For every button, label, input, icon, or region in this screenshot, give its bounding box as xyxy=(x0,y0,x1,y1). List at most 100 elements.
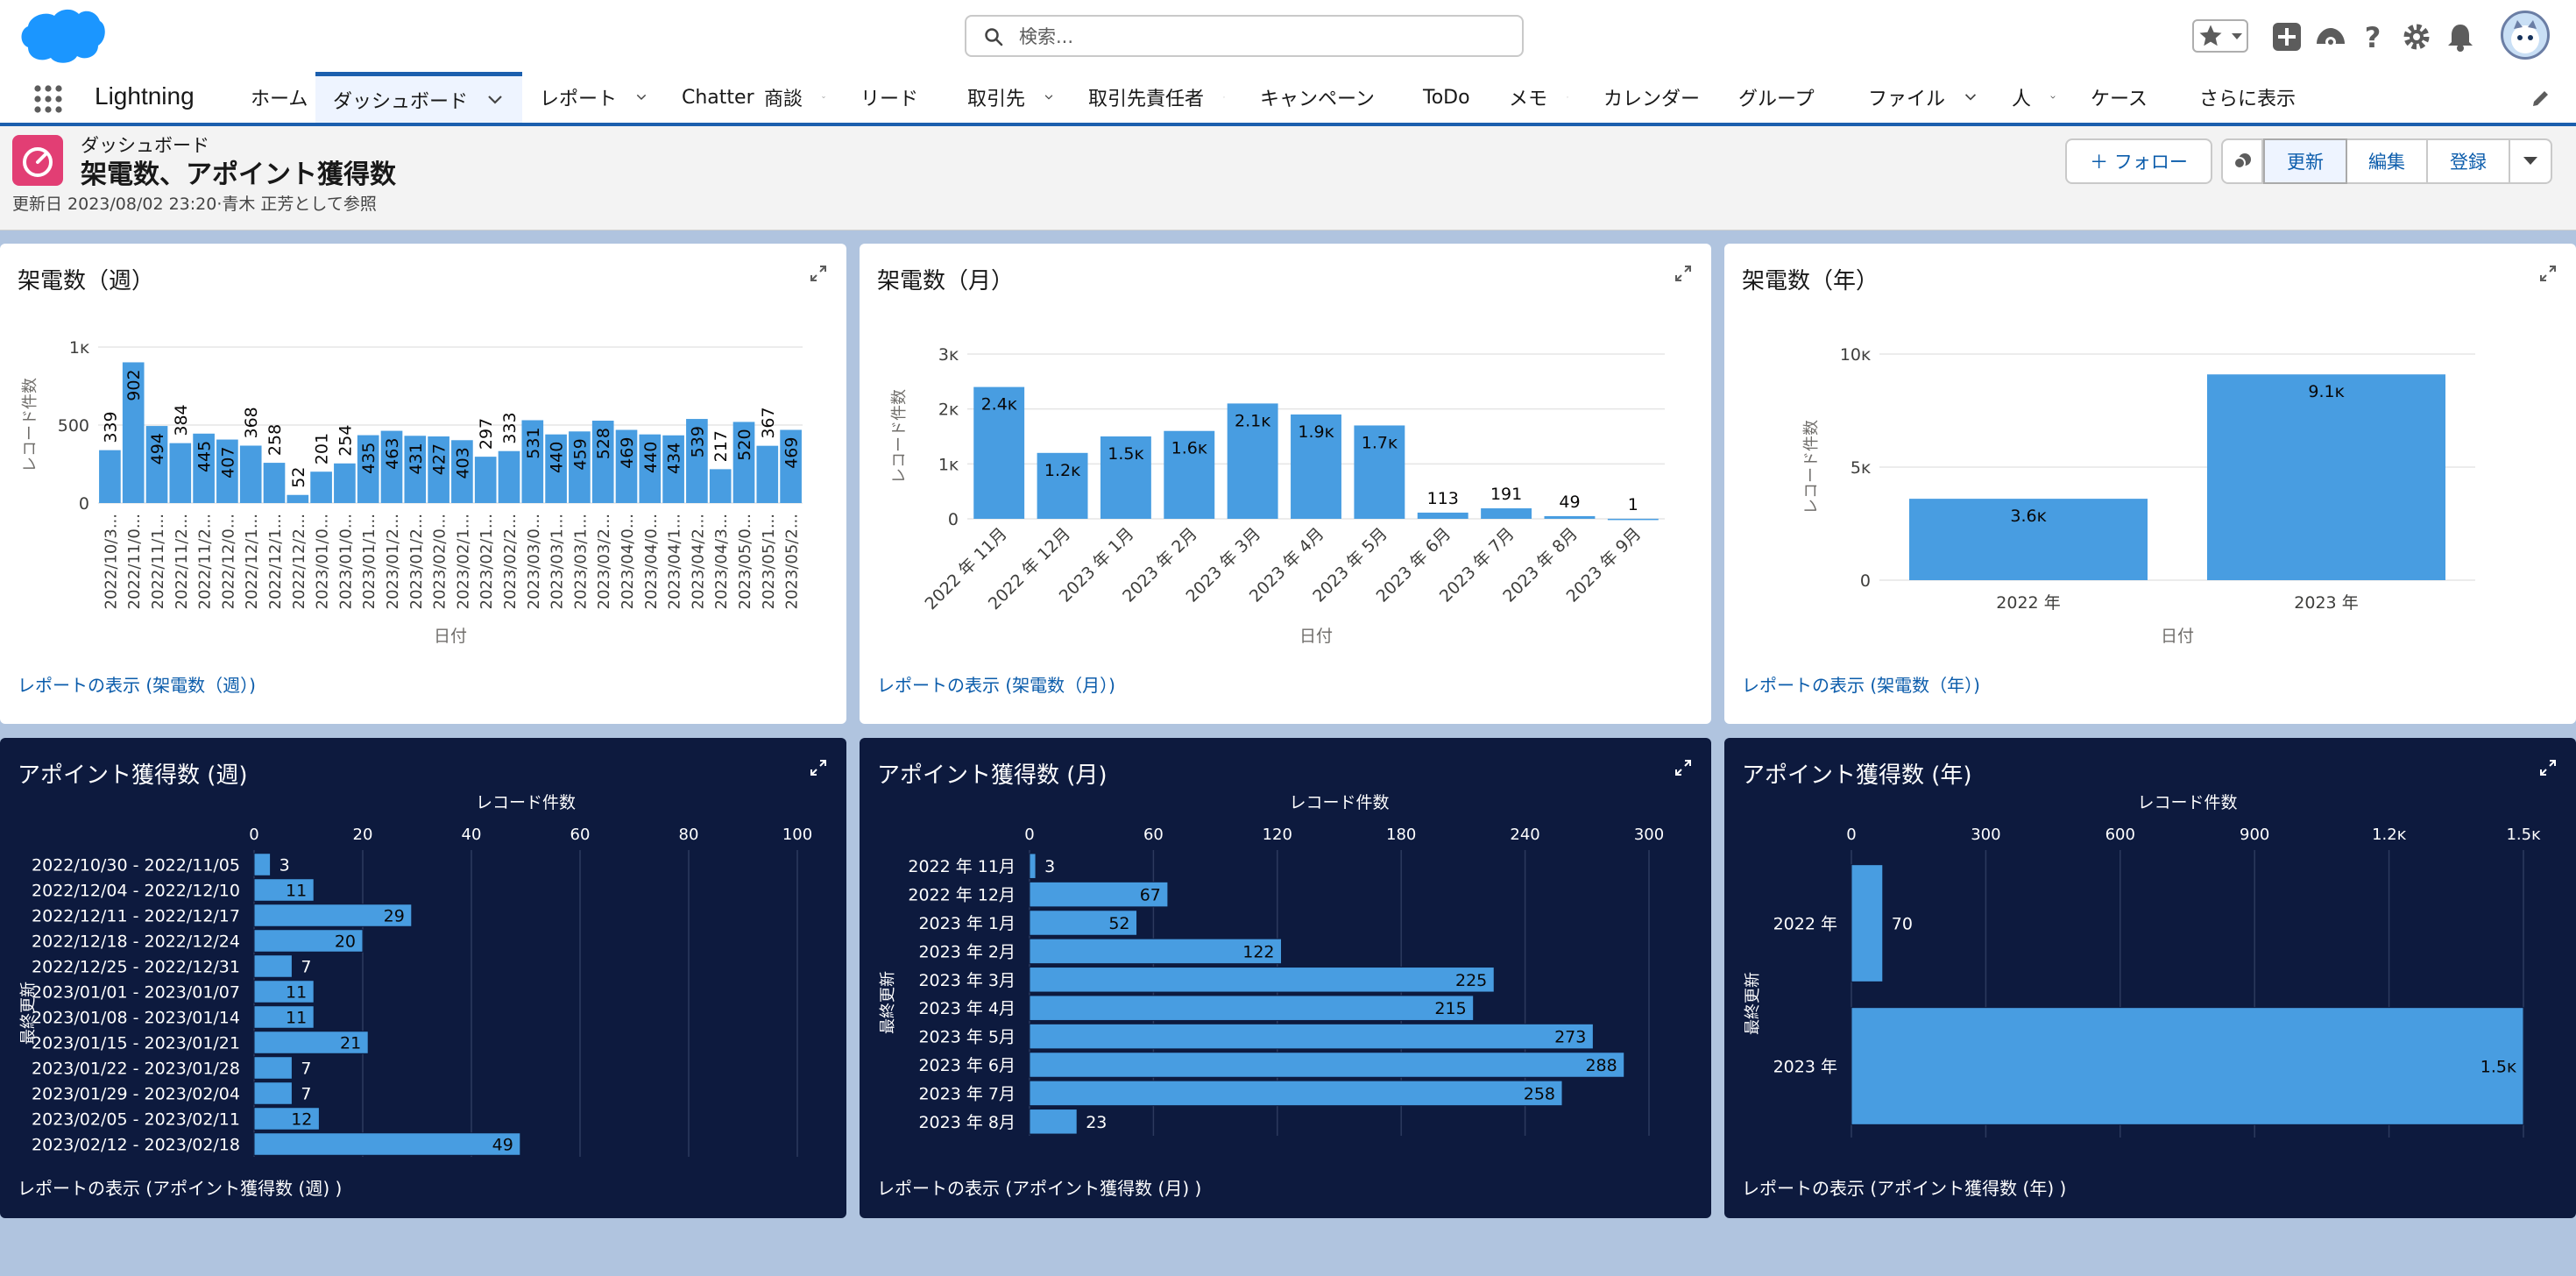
trailhead-icon[interactable] xyxy=(2313,19,2348,54)
bar[interactable] xyxy=(1029,995,1475,1021)
bar[interactable] xyxy=(474,457,497,503)
help-icon[interactable]: ? xyxy=(2355,19,2390,54)
bar[interactable] xyxy=(615,429,638,503)
nav-item[interactable]: グループ xyxy=(1721,72,1851,123)
view-report-link[interactable]: レポートの表示 (架電数（年）) xyxy=(1742,675,1980,696)
follow-button[interactable]: ＋ フォロー xyxy=(2065,138,2212,184)
bar[interactable] xyxy=(253,904,413,927)
chevron-down-icon[interactable] xyxy=(1964,92,1977,103)
bar[interactable] xyxy=(780,429,802,503)
bar[interactable] xyxy=(357,435,379,503)
nav-item[interactable]: ダッシュボード xyxy=(315,72,522,123)
bar[interactable] xyxy=(253,1081,293,1105)
bar[interactable] xyxy=(287,494,309,503)
bar[interactable] xyxy=(662,435,684,503)
bell-icon[interactable] xyxy=(2443,19,2478,54)
bar[interactable] xyxy=(253,1107,320,1131)
bar[interactable] xyxy=(239,445,262,503)
chevron-down-icon[interactable] xyxy=(822,92,825,103)
chevron-down-icon[interactable] xyxy=(1223,92,1225,103)
bar[interactable] xyxy=(1029,938,1283,965)
nav-item[interactable]: 人 xyxy=(1994,72,2073,123)
bar[interactable] xyxy=(973,386,1025,519)
bar[interactable] xyxy=(709,469,732,503)
bar[interactable] xyxy=(428,436,449,503)
refresh-button[interactable]: 更新 xyxy=(2263,138,2347,184)
bar[interactable] xyxy=(521,420,544,503)
bar[interactable] xyxy=(253,853,272,876)
bar[interactable] xyxy=(756,445,779,503)
bar[interactable] xyxy=(253,1005,315,1029)
expand-icon[interactable] xyxy=(1674,265,1692,282)
bar[interactable] xyxy=(1909,499,2148,580)
nav-item[interactable]: Chatter xyxy=(664,72,754,123)
bar[interactable] xyxy=(122,362,145,503)
bar[interactable] xyxy=(253,1056,293,1080)
avatar[interactable] xyxy=(2501,11,2550,60)
bar[interactable] xyxy=(545,434,567,503)
collaborate-button[interactable] xyxy=(2221,138,2263,184)
chevron-down-icon[interactable] xyxy=(1567,92,1568,103)
bar[interactable] xyxy=(404,436,427,503)
bar[interactable] xyxy=(1029,910,1138,936)
bar[interactable] xyxy=(732,422,755,503)
view-report-link[interactable]: レポートの表示 (架電数（週）) xyxy=(18,675,256,696)
favorites-button[interactable] xyxy=(2192,19,2248,53)
bar[interactable] xyxy=(591,421,614,503)
nav-item[interactable]: さらに表示 xyxy=(2182,72,2310,123)
subscribe-button[interactable]: 登録 xyxy=(2428,138,2510,184)
bar[interactable] xyxy=(193,433,215,503)
chevron-down-icon[interactable] xyxy=(1044,92,1053,103)
search-input[interactable] xyxy=(1017,24,1511,50)
expand-icon[interactable] xyxy=(1674,759,1692,776)
pencil-icon[interactable] xyxy=(2530,88,2551,109)
bar[interactable] xyxy=(1291,414,1341,519)
bar[interactable] xyxy=(253,878,315,902)
bar[interactable] xyxy=(1029,1109,1078,1135)
bar[interactable] xyxy=(2207,374,2445,580)
bar[interactable] xyxy=(253,954,293,978)
nav-item[interactable]: 商談 xyxy=(747,72,843,123)
bar[interactable] xyxy=(1851,864,1884,982)
bar[interactable] xyxy=(145,426,168,503)
view-report-link[interactable]: レポートの表示 (アポイント獲得数 (月) ) xyxy=(877,1178,1202,1199)
bar[interactable] xyxy=(1029,1052,1625,1078)
bar[interactable] xyxy=(1607,518,1659,521)
more-actions-button[interactable] xyxy=(2510,138,2552,184)
bar[interactable] xyxy=(1481,508,1532,519)
nav-item[interactable]: ファイル xyxy=(1851,72,1994,123)
nav-item[interactable]: メモ xyxy=(1491,72,1586,123)
bar[interactable] xyxy=(334,463,356,503)
bar[interactable] xyxy=(169,443,192,503)
expand-icon[interactable] xyxy=(810,759,827,776)
bar[interactable] xyxy=(498,450,520,503)
bar[interactable] xyxy=(451,440,473,503)
nav-item[interactable]: ケース xyxy=(2073,72,2182,123)
expand-icon[interactable] xyxy=(810,265,827,282)
bar[interactable] xyxy=(1544,515,1596,519)
bar[interactable] xyxy=(1417,512,1468,519)
nav-item[interactable]: キャンペーン xyxy=(1242,72,1405,123)
bar[interactable] xyxy=(1354,425,1405,519)
bar[interactable] xyxy=(263,463,286,503)
nav-item[interactable]: 取引先 xyxy=(950,72,1071,123)
bar[interactable] xyxy=(253,980,315,1003)
app-launcher-icon[interactable] xyxy=(33,84,63,114)
view-report-link[interactable]: レポートの表示 (アポイント獲得数 (年) ) xyxy=(1742,1178,2067,1199)
bar[interactable] xyxy=(569,431,591,503)
bar[interactable] xyxy=(1037,452,1088,519)
bar[interactable] xyxy=(1100,436,1151,519)
bar[interactable] xyxy=(1029,1080,1563,1107)
edit-button[interactable]: 編集 xyxy=(2347,138,2428,184)
bar[interactable] xyxy=(216,439,238,503)
bar[interactable] xyxy=(99,450,121,503)
bar[interactable] xyxy=(1029,853,1037,879)
expand-icon[interactable] xyxy=(2539,265,2557,282)
nav-item[interactable]: レポート xyxy=(522,72,664,123)
bar[interactable] xyxy=(253,1132,521,1156)
nav-item[interactable]: カレンダー xyxy=(1586,72,1721,123)
chevron-down-icon[interactable] xyxy=(487,95,503,105)
bar[interactable] xyxy=(1227,403,1278,519)
nav-item[interactable]: ホーム xyxy=(233,72,315,123)
view-report-link[interactable]: レポートの表示 (アポイント獲得数 (週) ) xyxy=(18,1178,343,1199)
